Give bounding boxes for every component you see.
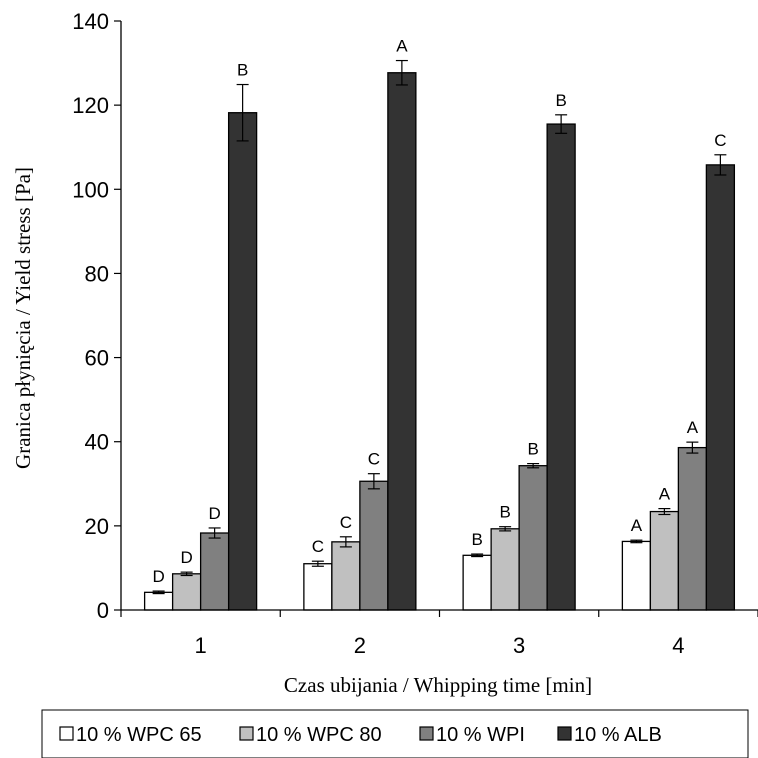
significance-letter: C [368,450,380,469]
legend-swatch [557,726,572,741]
y-tick-label: 0 [97,598,109,623]
significance-letter: B [527,440,538,459]
significance-letter: C [340,513,352,532]
significance-letter: B [555,91,566,110]
y-tick-label: 100 [72,177,109,202]
significance-letter: B [471,530,482,549]
bar [143,591,174,611]
y-axis-title: Granica płynięcia / Yield stress [Pa] [11,167,35,469]
significance-letter: A [659,485,671,504]
bar [462,554,492,611]
y-tick-label: 60 [85,346,109,371]
legend-label: 10 % ALB [574,724,662,746]
significance-letter: A [687,418,699,437]
legend-frame [41,709,749,758]
bar [518,465,548,611]
bar [546,123,576,611]
significance-letter: A [631,516,643,535]
bar [171,573,202,611]
bar [227,112,258,611]
y-tick-label: 80 [85,261,109,286]
significance-letter: B [237,61,248,80]
significance-letter: A [396,37,408,56]
bar [303,563,333,611]
error-bars [152,59,727,595]
bar [649,510,680,611]
y-tick-label: 20 [85,514,109,539]
bar [387,72,417,611]
bar-groups [143,72,736,611]
x-tick-label: 1 [195,633,207,658]
bar [331,541,361,611]
x-tick-label: 4 [672,633,684,658]
significance-letters: D C B A D C B A D C B A B A B C [152,37,726,587]
legend-label: 10 % WPC 65 [76,724,202,746]
bar [490,528,520,611]
significance-letter: D [152,567,164,586]
significance-letter: C [312,537,324,556]
legend-label: 10 % WPC 80 [256,724,382,746]
x-tick-label: 3 [513,633,525,658]
plot-area: 0 20 40 60 80 100 120 140 D C B A D C B A D C B A B A B C 1 2 3 4 [72,9,758,658]
legend-label: 10 % WPI [436,724,525,746]
legend: 10 % WPC 65 10 % WPC 80 10 % WPI 10 % ALB [41,709,749,758]
legend-swatch [419,726,434,741]
y-tick-label: 140 [72,9,109,34]
significance-letter: D [180,548,192,567]
y-tick-label: 40 [85,430,109,455]
legend-items: 10 % WPC 65 10 % WPC 80 10 % WPI 10 % ALB [59,724,662,746]
bar [677,446,708,611]
x-tick-label: 2 [354,633,366,658]
y-tick-label: 120 [72,93,109,118]
significance-letter: C [714,131,726,150]
x-axis-ticks: 1 2 3 4 [120,610,758,658]
significance-letter: B [499,503,510,522]
bar [199,532,230,611]
significance-letter: D [208,504,220,523]
y-axis-ticks: 0 20 40 60 80 100 120 140 [72,9,121,623]
legend-swatch [239,726,254,741]
x-axis-title: Czas ubijania / Whipping time [min] [284,673,592,697]
legend-swatch [59,726,74,741]
bar [359,480,389,611]
bar [621,540,652,611]
bar [705,164,736,611]
